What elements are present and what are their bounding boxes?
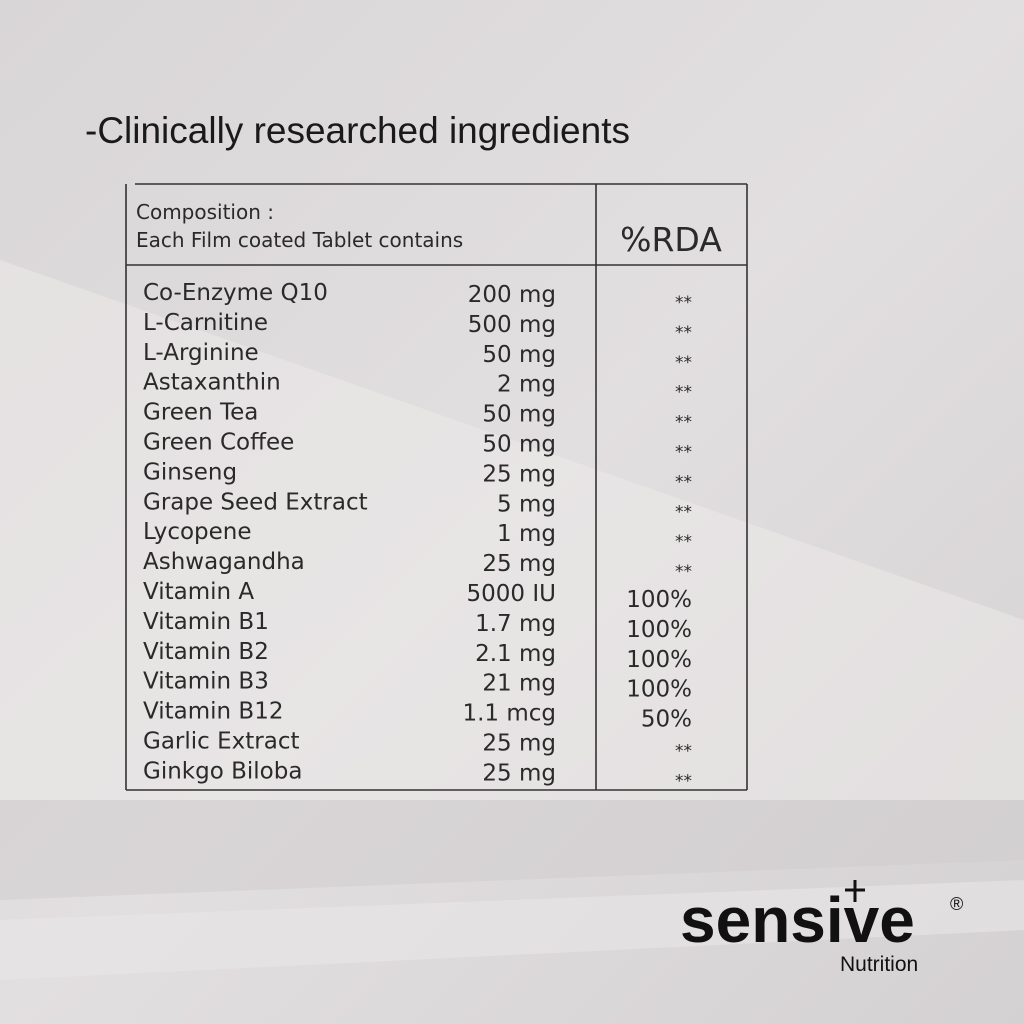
ingredient-amount: 21 mg: [482, 671, 556, 697]
ingredient-amount: 200 mg: [468, 282, 556, 308]
ingredient-rda: 100%: [626, 617, 692, 643]
ingredient-amount: 25 mg: [482, 731, 556, 757]
heading: -Clinically researched ingredients: [85, 110, 630, 151]
ingredient-name: Green Coffee: [143, 430, 294, 456]
ingredient-name: Ashwagandha: [143, 549, 305, 575]
brand-tagline: Nutrition: [840, 953, 918, 976]
brand-name: sensive: [680, 884, 915, 956]
ingredient-rda: **: [675, 323, 692, 343]
ingredient-amount: 50 mg: [482, 402, 556, 428]
table: [125, 183, 748, 791]
ingredient-amount: 1 mg: [497, 521, 556, 547]
ingredient-name: Lycopene: [143, 519, 252, 545]
ingredient-rda: **: [675, 562, 692, 582]
ingredient-rda: 100%: [626, 647, 692, 673]
ingredient-amount: 25 mg: [482, 551, 556, 577]
ingredient-rda: **: [675, 293, 692, 313]
ingredient-name: L-Carnitine: [143, 310, 268, 336]
ingredient-amount: 25 mg: [482, 760, 556, 786]
ingredient-name: Garlic Extract: [143, 729, 300, 755]
ingredient-rda: **: [675, 742, 692, 762]
ingredient-name: Co-Enzyme Q10: [143, 280, 328, 306]
ingredient-rda: **: [675, 353, 692, 373]
rda-header: %RDA: [620, 220, 722, 259]
ingredient-rda: **: [675, 443, 692, 463]
ingredient-amount: 2 mg: [497, 372, 556, 398]
brand-mark: ®: [950, 894, 963, 914]
ingredient-rda: 100%: [626, 677, 692, 703]
ingredient-rda: **: [675, 413, 692, 433]
ingredient-name: Ginkgo Biloba: [143, 758, 302, 784]
ingredient-name: Vitamin B3: [143, 669, 269, 695]
ingredient-name: Green Tea: [143, 400, 258, 426]
ingredient-name: Grape Seed Extract: [143, 489, 368, 515]
ingredient-rda: **: [675, 532, 692, 552]
ingredient-rda: 100%: [626, 587, 692, 613]
ingredient-rda: **: [675, 502, 692, 522]
composition-subtitle: Each Film coated Tablet contains: [136, 228, 463, 252]
ingredient-amount: 1.1 mcg: [462, 701, 556, 727]
ingredient-amount: 50 mg: [482, 342, 556, 368]
ingredient-name: Vitamin A: [143, 579, 254, 605]
ingredient-name: Vitamin B2: [143, 639, 269, 665]
ingredient-amount: 5 mg: [497, 491, 556, 517]
ingredient-rda: 50%: [641, 707, 692, 733]
ingredient-amount: 2.1 mg: [475, 641, 556, 667]
ingredient-amount: 25 mg: [482, 461, 556, 487]
composition-label: Composition :: [136, 200, 274, 224]
shadow: [0, 800, 1024, 900]
ingredient-name: L-Arginine: [143, 340, 259, 366]
ingredient-amount: 50 mg: [482, 432, 556, 458]
brand-cross: [845, 880, 865, 902]
ingredient-amount: 1.7 mg: [475, 611, 556, 637]
ingredient-name: Ginseng: [143, 459, 237, 485]
light-patch: [0, 260, 1024, 800]
ingredient-rda: **: [675, 771, 692, 791]
ingredient-amount: 5000 IU: [467, 581, 556, 607]
ingredient-name: Vitamin B12: [143, 699, 283, 725]
ingredient-rda: **: [675, 472, 692, 492]
ingredient-name: Vitamin B1: [143, 609, 269, 635]
ingredient-amount: 500 mg: [468, 312, 556, 338]
ingredient-rda: **: [675, 383, 692, 403]
ingredient-name: Astaxanthin: [143, 370, 281, 396]
light-strip: [0, 880, 1024, 980]
